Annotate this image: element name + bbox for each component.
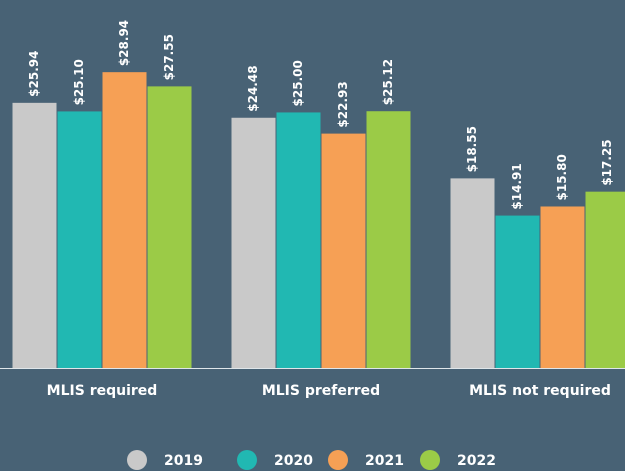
bar <box>495 215 540 368</box>
legend-label: 2020 <box>274 453 313 469</box>
value-label: $24.48 <box>246 65 260 111</box>
value-label: $17.25 <box>600 139 614 185</box>
value-label: $22.93 <box>336 81 350 127</box>
bar <box>276 112 321 368</box>
legend-label: 2019 <box>164 453 203 469</box>
x-tick-label: MLIS not required <box>469 383 611 399</box>
legend-swatch <box>420 450 440 470</box>
bar <box>12 102 57 368</box>
legend-swatch <box>328 450 348 470</box>
bar <box>366 111 411 369</box>
x-tick-label: MLIS preferred <box>262 383 380 399</box>
legend-swatch <box>127 450 147 470</box>
value-label: $25.12 <box>381 59 395 105</box>
value-label: $15.80 <box>555 154 569 200</box>
bar <box>102 72 147 369</box>
bar <box>540 206 585 368</box>
x-tick-label: MLIS required <box>47 383 158 399</box>
value-label: $18.55 <box>465 126 479 172</box>
legend-label: 2021 <box>365 453 404 469</box>
bar <box>585 191 625 368</box>
value-label: $25.00 <box>291 60 305 106</box>
bar <box>321 133 366 368</box>
bar <box>231 117 276 368</box>
value-label: $25.94 <box>27 51 41 97</box>
legend-swatch <box>237 450 257 470</box>
value-label: $28.94 <box>117 20 131 66</box>
bar <box>147 86 192 368</box>
value-label: $14.91 <box>510 163 524 209</box>
value-label: $25.10 <box>72 59 86 105</box>
bar <box>450 178 495 368</box>
bar <box>57 111 102 368</box>
legend-label: 2022 <box>457 453 496 469</box>
value-label: $27.55 <box>162 34 176 80</box>
